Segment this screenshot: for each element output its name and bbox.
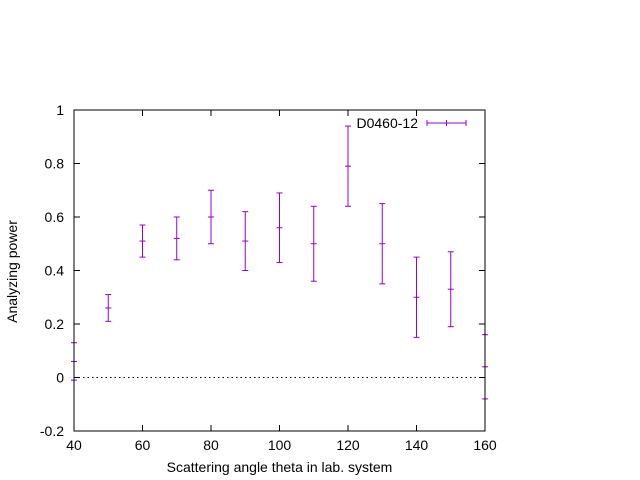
data-point [242, 211, 249, 271]
plot-frame [73, 109, 486, 432]
legend: D0460-12 [357, 115, 467, 131]
y-tick-label: 0.2 [45, 316, 65, 332]
x-tick-label: 80 [203, 437, 219, 453]
data-point [139, 224, 146, 258]
y-tick-label: -0.2 [40, 423, 64, 439]
tick-layer: 40 60 80 100 120 140 160 -0.2 0 0.2 0.4 0.6 0.8 1 [40, 102, 497, 453]
x-tick-label: 60 [135, 437, 151, 453]
x-tick-label: 160 [473, 437, 497, 453]
data-point [276, 192, 283, 263]
x-tick-label: 140 [405, 437, 429, 453]
data-point [379, 203, 386, 285]
y-tick-label: 0 [56, 370, 64, 386]
legend-errorbar-sample [426, 120, 467, 126]
x-tick-label: 100 [268, 437, 292, 453]
y-tick-label: 0.6 [45, 209, 65, 225]
x-tick-label: 120 [336, 437, 360, 453]
y-tick-label: 0.8 [45, 156, 65, 172]
data-point [105, 294, 112, 322]
y-axis-label: Analyzing power [4, 220, 20, 323]
y-tick-label: 1 [56, 102, 64, 118]
y-tick-label: 0.4 [45, 263, 65, 279]
legend-label-d0460-12: D0460-12 [357, 115, 419, 131]
data-layer [71, 125, 488, 400]
data-point [345, 125, 351, 207]
data-point [413, 256, 420, 338]
x-tick-label: 40 [66, 437, 82, 453]
data-point [310, 205, 317, 282]
x-axis-label: Scattering angle theta in lab. system [167, 459, 393, 475]
data-point [208, 189, 214, 245]
data-point [447, 251, 454, 328]
data-point [173, 216, 180, 261]
